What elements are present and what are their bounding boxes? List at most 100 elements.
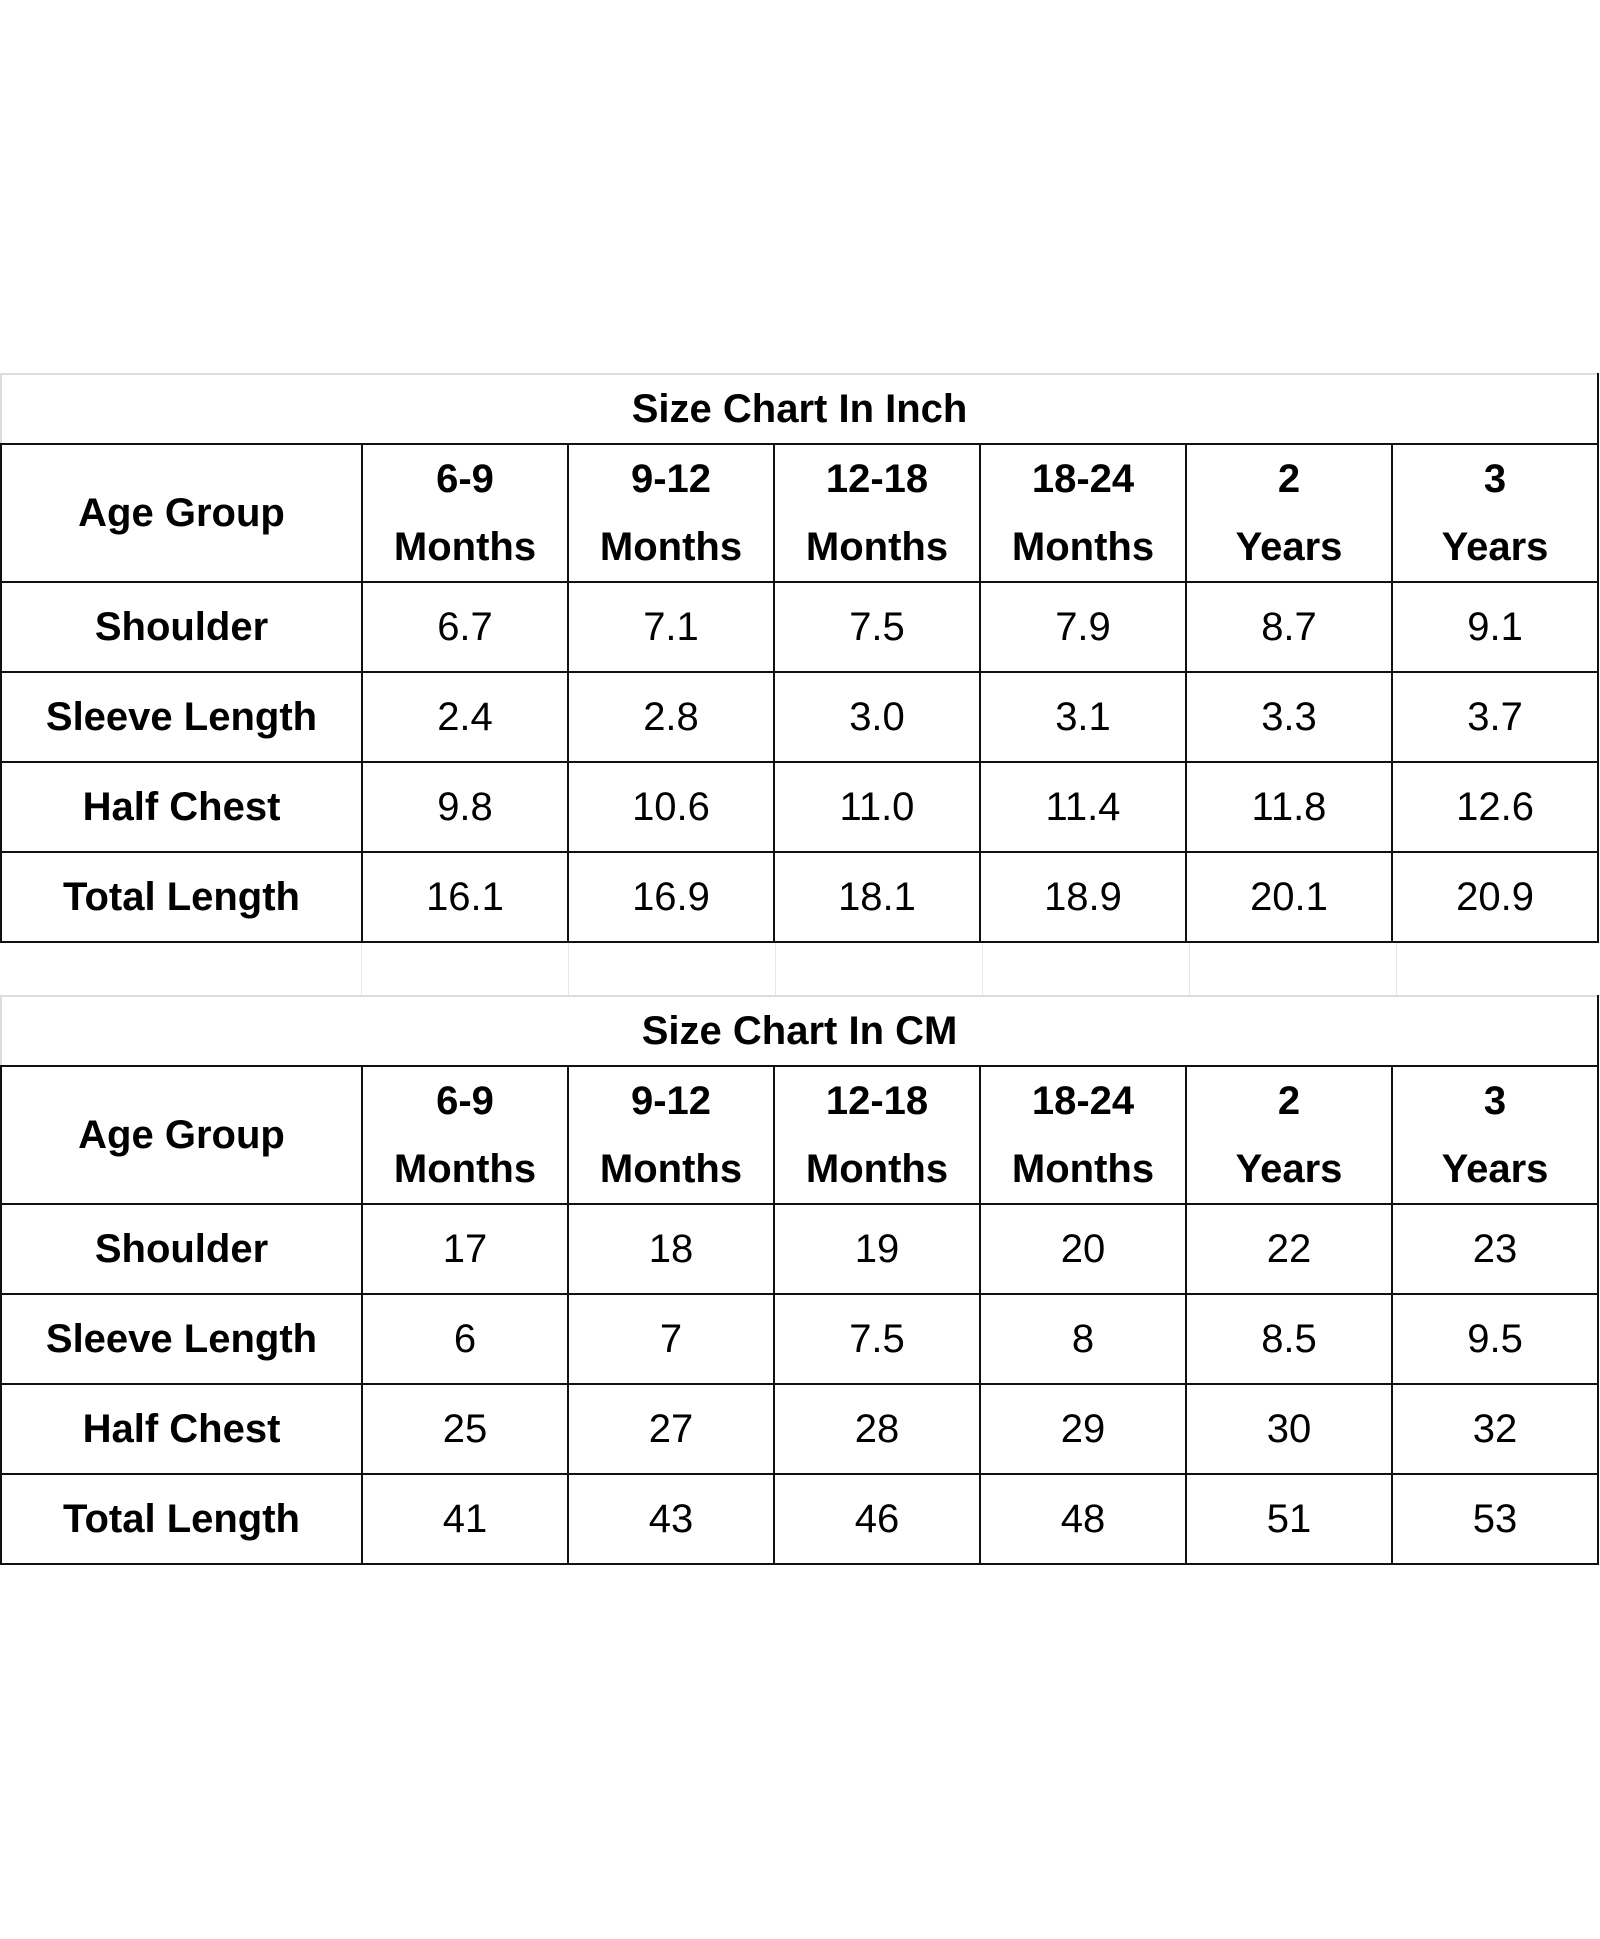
table-cell: 7.5 xyxy=(773,581,981,673)
table-cell: 18.9 xyxy=(979,851,1187,943)
table-cell: 46 xyxy=(773,1473,981,1565)
column-header-top: 18-24 xyxy=(1031,457,1135,501)
table-cell: 3.1 xyxy=(979,671,1187,763)
table-cell: 9.8 xyxy=(361,761,569,853)
column-header-bottom: Months xyxy=(393,1147,537,1191)
table-cell: 17 xyxy=(361,1203,569,1295)
table-cell: 20.1 xyxy=(1185,851,1393,943)
column-header-bottom: Years xyxy=(1441,525,1549,569)
table-cell: 2.8 xyxy=(567,671,775,763)
table-cell: 25 xyxy=(361,1383,569,1475)
table-cell: 9.5 xyxy=(1390,1293,1600,1385)
column-header-bottom: Months xyxy=(805,525,949,569)
column-header-top: 12-18 xyxy=(825,1079,929,1123)
table-cell: 18 xyxy=(567,1203,775,1295)
column-header: 12-18 Months xyxy=(773,443,981,583)
column-header-top: 3 xyxy=(1483,1079,1507,1123)
column-header-top: 3 xyxy=(1483,457,1507,501)
table-cell: 3.7 xyxy=(1390,671,1600,763)
table-cell: 27 xyxy=(567,1383,775,1475)
table-cell: 9.1 xyxy=(1390,581,1600,673)
table-cell: 7 xyxy=(567,1293,775,1385)
column-header-bottom: Months xyxy=(1011,525,1155,569)
column-header-bottom: Months xyxy=(393,525,537,569)
column-header-bottom: Months xyxy=(599,525,743,569)
column-header-bottom: Years xyxy=(1235,525,1343,569)
column-header: 3 Years xyxy=(1390,1065,1600,1205)
header-row: Age Group 6-9 Months 9-12 Months 12-18 Months 1… xyxy=(0,443,1600,583)
table-title: Size Chart In Inch xyxy=(0,373,1600,445)
column-header: 6-9 Months xyxy=(361,1065,569,1205)
column-header: 18-24 Months xyxy=(979,443,1187,583)
table-cell: 20 xyxy=(979,1203,1187,1295)
table-row: Shoulder 6.7 7.1 7.5 7.9 8.7 9.1 xyxy=(0,581,1600,673)
table-cell: 32 xyxy=(1390,1383,1600,1475)
table-cell: 12.6 xyxy=(1390,761,1600,853)
column-header: 3 Years xyxy=(1390,443,1600,583)
table-cell: 6 xyxy=(361,1293,569,1385)
header-label: Age Group xyxy=(0,443,363,583)
column-header-top: 6-9 xyxy=(436,1079,494,1123)
column-header-top: 9-12 xyxy=(630,457,712,501)
table-cell: 7.9 xyxy=(979,581,1187,673)
table-row: Half Chest 25 27 28 29 30 32 xyxy=(0,1383,1600,1475)
size-chart-cm-table: Size Chart In CM Age Group 6-9 Months 9-12 Mo… xyxy=(0,995,1600,1565)
column-header-bottom: Months xyxy=(805,1147,949,1191)
table-row: Shoulder 17 18 19 20 22 23 xyxy=(0,1203,1600,1295)
row-label: Half Chest xyxy=(0,1383,363,1475)
table-cell: 3.3 xyxy=(1185,671,1393,763)
header-label: Age Group xyxy=(0,1065,363,1205)
table-cell: 8 xyxy=(979,1293,1187,1385)
column-header: 9-12 Months xyxy=(567,443,775,583)
table-cell: 18.1 xyxy=(773,851,981,943)
table-title-row: Size Chart In Inch xyxy=(0,373,1600,445)
table-cell: 41 xyxy=(361,1473,569,1565)
column-header: 12-18 Months xyxy=(773,1065,981,1205)
table-title: Size Chart In CM xyxy=(0,995,1600,1067)
column-header-top: 18-24 xyxy=(1031,1079,1135,1123)
row-label: Half Chest xyxy=(0,761,363,853)
table-spacer xyxy=(0,943,1598,995)
header-row: Age Group 6-9 Months 9-12 Months 12-18 Months 1… xyxy=(0,1065,1600,1205)
column-header-top: 12-18 xyxy=(825,457,929,501)
table-title-row: Size Chart In CM xyxy=(0,995,1600,1067)
table-cell: 16.9 xyxy=(567,851,775,943)
table-cell: 28 xyxy=(773,1383,981,1475)
row-label: Sleeve Length xyxy=(0,1293,363,1385)
row-label: Total Length xyxy=(0,1473,363,1565)
table-cell: 19 xyxy=(773,1203,981,1295)
column-header-top: 6-9 xyxy=(436,457,494,501)
column-header-bottom: Years xyxy=(1235,1147,1343,1191)
row-label: Shoulder xyxy=(0,1203,363,1295)
table-cell: 3.0 xyxy=(773,671,981,763)
column-header-top: 9-12 xyxy=(630,1079,712,1123)
row-label: Total Length xyxy=(0,851,363,943)
table-cell: 16.1 xyxy=(361,851,569,943)
row-label: Sleeve Length xyxy=(0,671,363,763)
table-cell: 10.6 xyxy=(567,761,775,853)
table-cell: 22 xyxy=(1185,1203,1393,1295)
table-cell: 6.7 xyxy=(361,581,569,673)
column-header-top: 2 xyxy=(1277,457,1301,501)
table-cell: 11.8 xyxy=(1185,761,1393,853)
table-cell: 23 xyxy=(1390,1203,1600,1295)
column-header: 9-12 Months xyxy=(567,1065,775,1205)
table-row: Sleeve Length 2.4 2.8 3.0 3.1 3.3 3.7 xyxy=(0,671,1600,763)
table-row: Total Length 41 43 46 48 51 53 xyxy=(0,1473,1600,1565)
table-cell: 11.4 xyxy=(979,761,1187,853)
table-row: Sleeve Length 6 7 7.5 8 8.5 9.5 xyxy=(0,1293,1600,1385)
table-cell: 29 xyxy=(979,1383,1187,1475)
row-label: Shoulder xyxy=(0,581,363,673)
table-cell: 8.7 xyxy=(1185,581,1393,673)
table-cell: 11.0 xyxy=(773,761,981,853)
table-cell: 2.4 xyxy=(361,671,569,763)
table-cell: 7.1 xyxy=(567,581,775,673)
column-header-bottom: Months xyxy=(599,1147,743,1191)
column-header: 2 Years xyxy=(1185,1065,1393,1205)
column-header-bottom: Months xyxy=(1011,1147,1155,1191)
table-cell: 51 xyxy=(1185,1473,1393,1565)
table-cell: 20.9 xyxy=(1390,851,1600,943)
column-header: 6-9 Months xyxy=(361,443,569,583)
table-cell: 48 xyxy=(979,1473,1187,1565)
table-row: Total Length 16.1 16.9 18.1 18.9 20.1 20.9 xyxy=(0,851,1600,943)
